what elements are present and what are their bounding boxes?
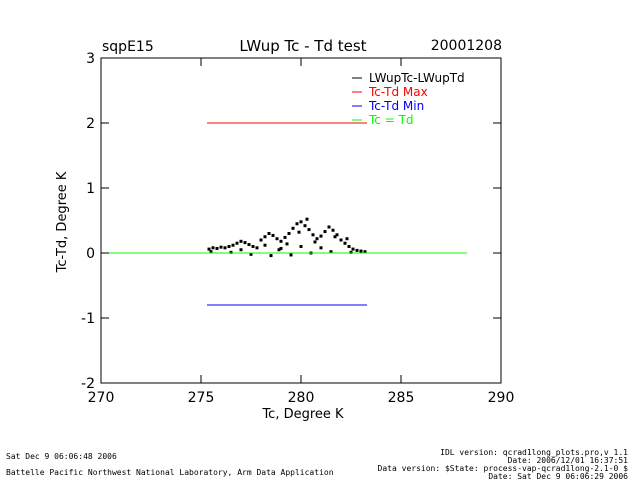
data-point (329, 250, 333, 254)
x-tick-label: 285 (388, 390, 415, 406)
data-point (251, 245, 255, 248)
legend-label: Tc = Td (368, 113, 414, 127)
data-point (223, 246, 227, 250)
x-axis: 270 275 280 285 290 (88, 58, 515, 406)
data-point (319, 234, 323, 238)
data-point (279, 246, 283, 250)
data-point (311, 233, 315, 237)
data-point (247, 243, 251, 247)
footer-data-date: Date: Sat Dec 9 06:06:29 2006 (488, 472, 628, 481)
chart-title: LWup Tc - Td test (239, 37, 366, 55)
data-point (269, 254, 273, 258)
data-point (333, 235, 337, 239)
plot-area (101, 122, 467, 306)
data-point (219, 245, 223, 249)
data-point (283, 235, 287, 239)
data-point (299, 220, 303, 224)
data-point (299, 245, 303, 248)
data-point (303, 224, 307, 228)
data-point (335, 233, 339, 237)
data-point (327, 225, 331, 229)
x-tick-label: 270 (88, 390, 115, 406)
data-point (349, 250, 353, 254)
y-tick-label: 2 (86, 116, 95, 132)
data-point (239, 248, 243, 252)
data-point (207, 247, 211, 251)
legend-label: LWupTc-LWupTd (369, 71, 465, 85)
legend-label: Tc-Td Max (368, 85, 428, 99)
data-point (209, 250, 213, 254)
data-point (255, 246, 259, 250)
footer-idl-version: IDL version: qcrad1long_plots.pro,v 1.1 (440, 448, 628, 457)
chart: sqpE15 LWup Tc - Td test 20001208 270 275… (55, 37, 515, 422)
data-point (307, 228, 311, 232)
data-point (285, 242, 289, 246)
data-point (297, 230, 301, 234)
data-point (263, 243, 267, 247)
footer-idl-date: Date: 2006/12/01 16:37:51 (507, 456, 628, 465)
data-point (345, 237, 349, 241)
y-tick-label: 0 (86, 246, 95, 262)
data-point (275, 237, 279, 241)
data-point (295, 222, 299, 226)
data-point (259, 238, 263, 242)
y-axis-label: Tc-Td, Degree K (55, 171, 70, 273)
data-point (363, 250, 367, 254)
y-tick-label: 3 (86, 51, 95, 67)
y-axis: -2 -1 0 1 2 3 (81, 51, 501, 392)
data-point (231, 243, 235, 247)
data-point (235, 241, 239, 245)
data-point (239, 239, 243, 243)
data-point (211, 246, 215, 250)
legend-label: Tc-Td Min (368, 99, 424, 113)
data-point (343, 241, 347, 245)
data-point (263, 235, 267, 239)
y-tick-label: 1 (86, 181, 95, 197)
x-tick-label: 275 (188, 390, 215, 406)
data-point (331, 228, 335, 232)
x-tick-label: 290 (488, 390, 515, 406)
y-tick-label: -2 (81, 376, 95, 392)
date-label: 20001208 (431, 38, 502, 54)
data-point (313, 240, 317, 244)
footer-credit: Battelle Pacific Northwest National Labo… (6, 468, 334, 477)
data-point (229, 250, 233, 254)
footer-data-version: Data version: $State: process-vap-qcrad1… (377, 464, 628, 473)
site-label: sqpE15 (102, 39, 154, 55)
data-point (277, 248, 281, 252)
x-axis-label: Tc, Degree K (261, 407, 344, 422)
data-point (355, 248, 359, 252)
data-point (289, 253, 293, 257)
data-point (359, 249, 363, 253)
data-point (287, 232, 291, 235)
data-point (279, 239, 283, 243)
y-tick-label: -1 (81, 311, 95, 327)
data-point (243, 241, 247, 245)
data-point (215, 246, 219, 250)
data-point (315, 237, 319, 241)
data-point (227, 245, 231, 248)
data-point (249, 252, 253, 256)
data-point (305, 217, 309, 221)
data-point (291, 226, 295, 230)
x-tick-label: 280 (288, 390, 315, 406)
data-point (323, 230, 327, 234)
data-point (319, 246, 323, 250)
footer-timestamp: Sat Dec 9 06:06:48 2006 (6, 452, 117, 461)
data-point (267, 232, 271, 235)
data-point (271, 233, 275, 237)
data-point (339, 238, 343, 242)
data-point (347, 245, 351, 248)
data-point (351, 247, 355, 251)
